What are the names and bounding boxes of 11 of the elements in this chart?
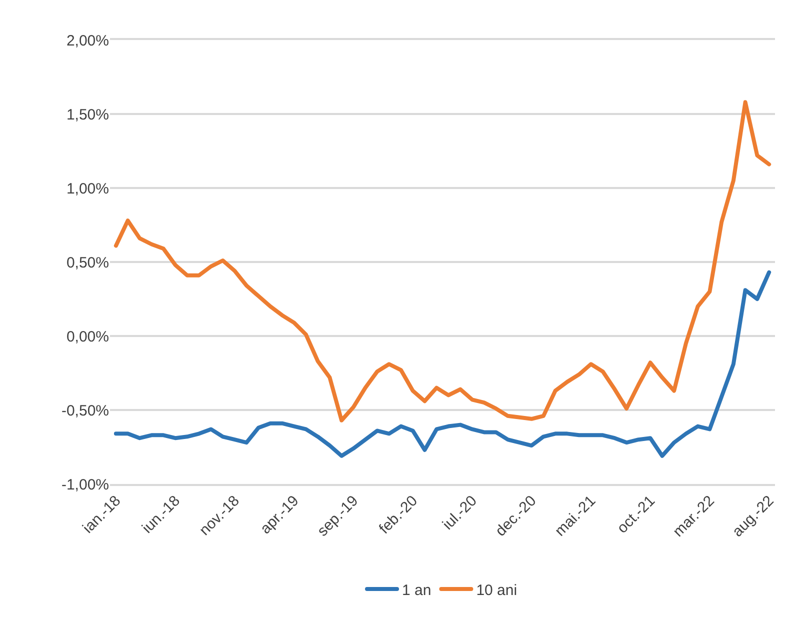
line-series (114, 270, 772, 458)
y-tick-label: 2,00% (66, 32, 109, 50)
y-tick-label: -1,00% (61, 476, 109, 494)
y-tick-label: -0,50% (61, 402, 109, 420)
legend-label: 10 ani (476, 582, 518, 599)
y-tick-label: 1,50% (66, 106, 109, 124)
y-tick-label: 1,00% (66, 180, 109, 198)
y-tick-label: 0,00% (66, 328, 109, 346)
y-tick-label: 0,50% (66, 254, 109, 272)
legend-label: 1 an (402, 582, 432, 599)
line-series (114, 100, 772, 422)
